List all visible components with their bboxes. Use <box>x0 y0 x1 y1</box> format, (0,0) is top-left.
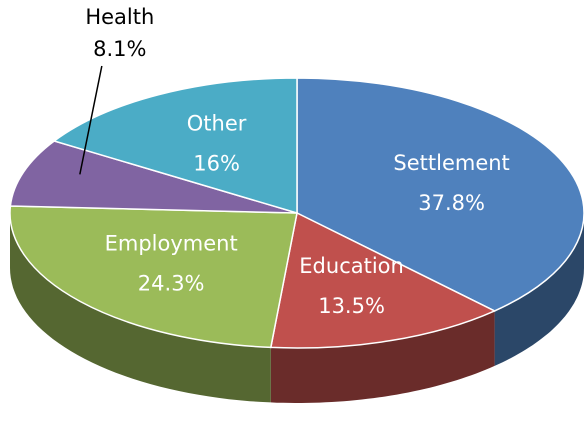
slice-side <box>270 310 495 403</box>
data-label-value: 37.8% <box>418 191 485 215</box>
leader-line <box>79 65 103 175</box>
data-label-name: Other <box>187 111 247 135</box>
data-label-value: 16% <box>193 151 240 175</box>
data-label-name: Education <box>299 254 404 278</box>
slice <box>269 211 497 349</box>
data-label-name: Settlement <box>393 151 509 175</box>
slice <box>52 77 298 215</box>
slice-side <box>494 213 584 366</box>
slice-side <box>10 213 271 403</box>
slice <box>296 77 584 312</box>
data-label-name: Employment <box>105 231 238 255</box>
data-label-value: 8.1% <box>93 37 146 61</box>
slice <box>9 140 298 214</box>
slice <box>9 205 298 349</box>
data-label-value: 24.3% <box>138 271 205 295</box>
data-label-name: Health <box>85 5 154 29</box>
data-label-value: 13.5% <box>318 294 385 318</box>
